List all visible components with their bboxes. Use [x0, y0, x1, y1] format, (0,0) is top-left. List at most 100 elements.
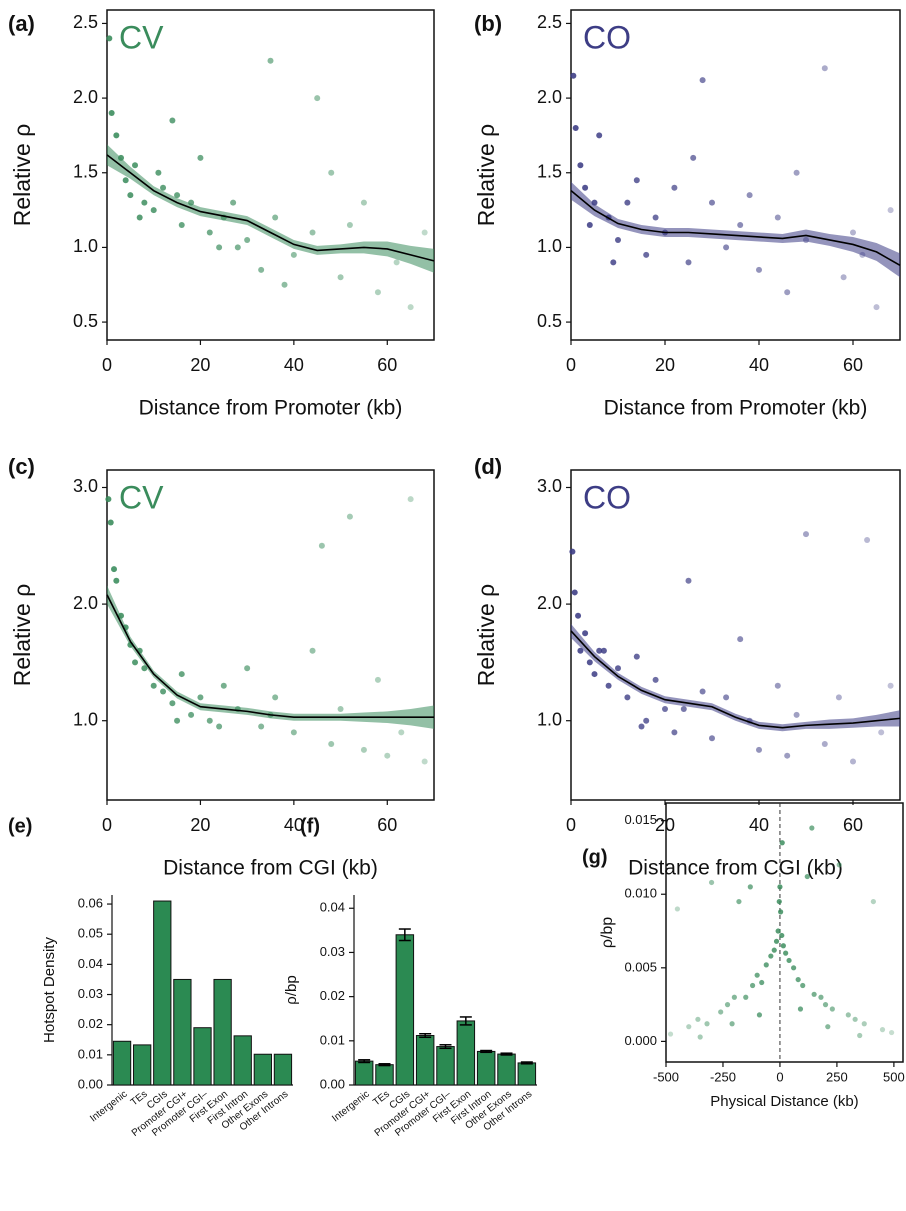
bar: [456, 1020, 476, 1086]
data-point: [786, 957, 792, 964]
data-point: [699, 77, 706, 84]
data-point: [141, 199, 148, 206]
data-point: [822, 1002, 829, 1008]
data-point: [704, 1021, 710, 1027]
data-point: [346, 222, 353, 229]
trend-line: [106, 154, 435, 262]
y-tick-label: 0.5: [537, 311, 562, 331]
data-point: [150, 682, 157, 689]
data-point: [778, 909, 784, 915]
panel: (a) 0.5 1.0 1.5 2.0 2.5 0 20 40 60 CV Distance from…: [8, 9, 435, 420]
data-point: [737, 636, 744, 643]
y-tick-label: 0.015: [624, 812, 657, 827]
bar: [153, 900, 172, 1086]
data-point: [695, 1016, 701, 1022]
x-tick-label: 0: [102, 815, 112, 835]
y-tick-label: 0.04: [320, 900, 345, 915]
data-point: [290, 729, 297, 736]
x-tick-label: 0: [566, 815, 576, 835]
data-point: [569, 548, 576, 555]
y-tick-label: 0.000: [624, 1033, 657, 1048]
bar: [375, 1064, 394, 1086]
confidence-band: [571, 181, 900, 278]
data-point: [671, 729, 678, 736]
panel-label: (c): [8, 454, 35, 479]
data-point: [169, 700, 176, 707]
x-tick-label: Intergenic: [330, 1089, 371, 1125]
data-point: [861, 1021, 867, 1027]
x-tick-label: 250: [826, 1069, 848, 1084]
data-point: [577, 647, 584, 654]
data-point: [360, 199, 367, 206]
data-point: [624, 694, 631, 701]
x-tick-label: 20: [655, 815, 675, 835]
y-axis-label: Relative ρ: [473, 584, 499, 687]
data-point: [643, 251, 650, 258]
data-point: [169, 117, 176, 124]
y-tick-label: 1.0: [537, 709, 562, 729]
y-axis-label: Relative ρ: [9, 584, 35, 687]
panel-label: (b): [474, 11, 502, 36]
bar: [517, 1062, 537, 1086]
data-point: [596, 132, 603, 139]
data-point: [818, 994, 824, 1000]
data-point: [582, 184, 589, 191]
data-point: [780, 943, 786, 949]
y-axis-label: Relative ρ: [473, 124, 499, 227]
plot-frame: [570, 9, 901, 341]
y-tick-label: 0.00: [78, 1076, 103, 1091]
x-tick-label: 20: [655, 355, 675, 375]
y-tick-label: 0.005: [624, 959, 657, 974]
y-axis-label: Relative ρ: [9, 124, 35, 227]
data-point: [615, 665, 621, 672]
data-point: [572, 124, 579, 131]
bar: [273, 1053, 293, 1086]
data-point: [791, 965, 797, 971]
x-tick-label: 60: [843, 355, 863, 375]
data-point: [685, 259, 692, 266]
data-point: [797, 1006, 804, 1012]
data-point: [407, 496, 414, 503]
data-point: [784, 289, 791, 296]
bar: [415, 1035, 435, 1086]
panel: (d) 1.0 2.0 3.0 0 20 40 60 CO Distance from CGI (…: [473, 454, 901, 880]
data-point: [652, 214, 659, 221]
data-point: [773, 938, 780, 944]
bar: [233, 1035, 252, 1086]
y-axis-label: ρ/bp: [283, 975, 300, 1004]
data-point: [775, 928, 781, 934]
data-point: [723, 244, 730, 251]
data-point: [309, 647, 316, 654]
data-point: [596, 647, 603, 654]
data-point: [850, 758, 856, 765]
y-tick-label: 0.02: [320, 988, 345, 1003]
y-tick-label: 0.03: [320, 944, 345, 959]
y-tick-label: 3.0: [73, 476, 98, 496]
data-point: [731, 994, 737, 1000]
x-tick-label: Intergenic: [88, 1089, 129, 1125]
confidence-band: [107, 585, 434, 729]
data-point: [811, 991, 817, 997]
data-point: [234, 244, 241, 251]
y-tick-label: 1.0: [73, 709, 98, 729]
data-point: [652, 676, 659, 683]
x-tick-label: 500: [883, 1069, 905, 1084]
data-point: [122, 177, 129, 184]
data-point: [113, 577, 120, 584]
data-point: [421, 758, 428, 765]
panel-annotation: CO: [583, 19, 631, 55]
data-point: [206, 229, 213, 236]
data-point: [337, 706, 344, 713]
data-point: [160, 184, 167, 191]
bar: [436, 1046, 455, 1086]
data-point: [206, 717, 213, 724]
data-point: [258, 266, 265, 273]
panel-annotation: CV: [119, 19, 164, 55]
data-point: [393, 259, 400, 266]
data-point: [244, 665, 251, 672]
y-tick-label: 0.00: [320, 1076, 345, 1091]
data-point: [638, 723, 645, 730]
data-point: [384, 752, 391, 759]
data-point: [873, 304, 880, 311]
